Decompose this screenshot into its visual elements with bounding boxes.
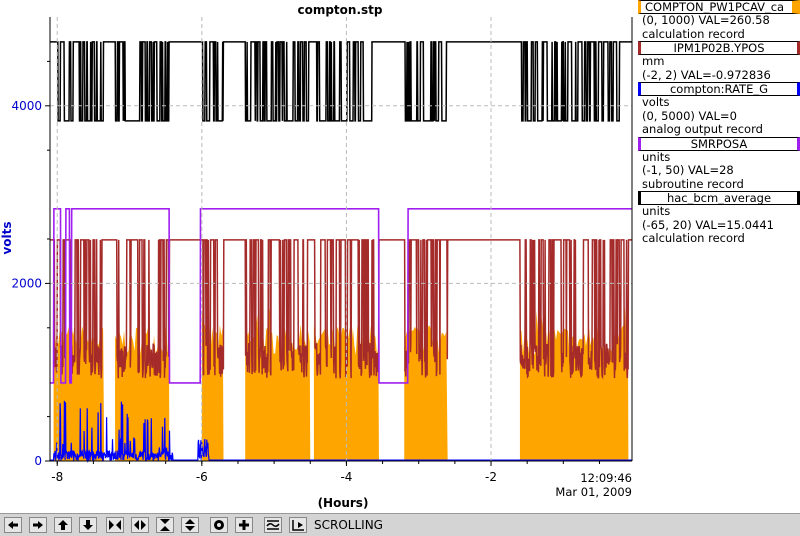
toolbar: SCROLLING bbox=[0, 513, 800, 536]
legend-swatch[interactable]: IPM1P02B.YPOS bbox=[638, 41, 800, 55]
y-axis-label: volts bbox=[0, 221, 14, 254]
series-area bbox=[201, 309, 224, 461]
x-tick-label: -4 bbox=[340, 470, 352, 484]
legend-range: (-65, 20) VAL=15.0441 bbox=[642, 218, 774, 232]
zoom-reset-icon[interactable] bbox=[210, 517, 228, 533]
legend-record: subroutine record bbox=[642, 177, 744, 191]
arrow-up-icon[interactable] bbox=[54, 517, 72, 533]
legend-units: volts bbox=[642, 96, 670, 109]
legend-swatch[interactable]: SMRPOSA bbox=[638, 136, 800, 151]
x-axis-label: (Hours) bbox=[318, 496, 369, 510]
series-line bbox=[50, 41, 632, 122]
legend-units: units bbox=[642, 205, 671, 218]
y-tick-label: 4000 bbox=[11, 99, 42, 113]
timestamp-time: 12:09:46 bbox=[580, 471, 632, 485]
legend-entry[interactable]: hac_bcm_average units (-65, 20) VAL=15.0… bbox=[638, 191, 800, 246]
y-tick-label: 2000 bbox=[11, 276, 42, 290]
y-tick-label: 0 bbox=[34, 454, 42, 468]
scrolling-status: SCROLLING bbox=[314, 518, 383, 532]
legend-swatch[interactable]: hac_bcm_average bbox=[638, 191, 800, 205]
series-line bbox=[50, 400, 632, 464]
legend-swatch[interactable]: COMPTON_PW1PCAV_ca bbox=[638, 0, 800, 14]
legend-range: (0, 5000) VAL=0 bbox=[642, 109, 737, 123]
legend-units: mm bbox=[642, 55, 665, 68]
series-line bbox=[50, 239, 632, 380]
legend-entry[interactable]: COMPTON_PW1PCAV_ca (0, 1000) VAL=260.58 … bbox=[638, 0, 800, 41]
x-tick-label: -2 bbox=[485, 470, 497, 484]
legend-record: analog output record bbox=[642, 123, 763, 136]
legend-swatch[interactable]: compton:RATE_G bbox=[638, 82, 800, 96]
legend-entry[interactable]: compton:RATE_G volts (0, 5000) VAL=0 ana… bbox=[638, 82, 800, 137]
zoom-in-vertical-icon[interactable] bbox=[156, 517, 174, 533]
arrow-left-icon[interactable] bbox=[4, 517, 22, 533]
chart-title: compton.stp bbox=[297, 3, 382, 17]
scroll-mode-icon[interactable] bbox=[289, 517, 307, 533]
zoom-out-vertical-icon[interactable] bbox=[181, 517, 199, 533]
legend-range: (-2, 2) VAL=-0.972836 bbox=[642, 68, 771, 82]
arrow-right-icon[interactable] bbox=[29, 517, 47, 533]
zoom-out-horizontal-icon[interactable] bbox=[131, 517, 149, 533]
legend-range: (0, 1000) VAL=260.58 bbox=[642, 14, 770, 27]
zoom-in-horizontal-icon[interactable] bbox=[106, 517, 124, 533]
legend-units: units bbox=[642, 150, 671, 164]
series-line bbox=[50, 208, 632, 384]
add-icon[interactable] bbox=[235, 517, 253, 533]
x-tick-label: -6 bbox=[196, 470, 208, 484]
legend-record: calculation record bbox=[642, 232, 745, 245]
autoscale-icon[interactable] bbox=[264, 517, 282, 533]
legend-range: (-1, 50) VAL=28 bbox=[642, 164, 734, 177]
legend-entry[interactable]: IPM1P02B.YPOS mm (-2, 2) VAL=-0.972836 bbox=[638, 41, 800, 82]
arrow-down-icon[interactable] bbox=[79, 517, 97, 533]
timestamp-date: Mar 01, 2009 bbox=[555, 485, 632, 499]
x-tick-label: -8 bbox=[51, 470, 63, 484]
legend-record: calculation record bbox=[642, 27, 745, 41]
chart-area: compton.stp -8 -6 -4 -2 0 2000 4000 volts (Hou… bbox=[0, 3, 633, 510]
legend: COMPTON_PW1PCAV_ca (0, 1000) VAL=260.58 … bbox=[638, 0, 800, 246]
legend-entry[interactable]: SMRPOSA units (-1, 50) VAL=28 subroutine… bbox=[638, 136, 800, 192]
